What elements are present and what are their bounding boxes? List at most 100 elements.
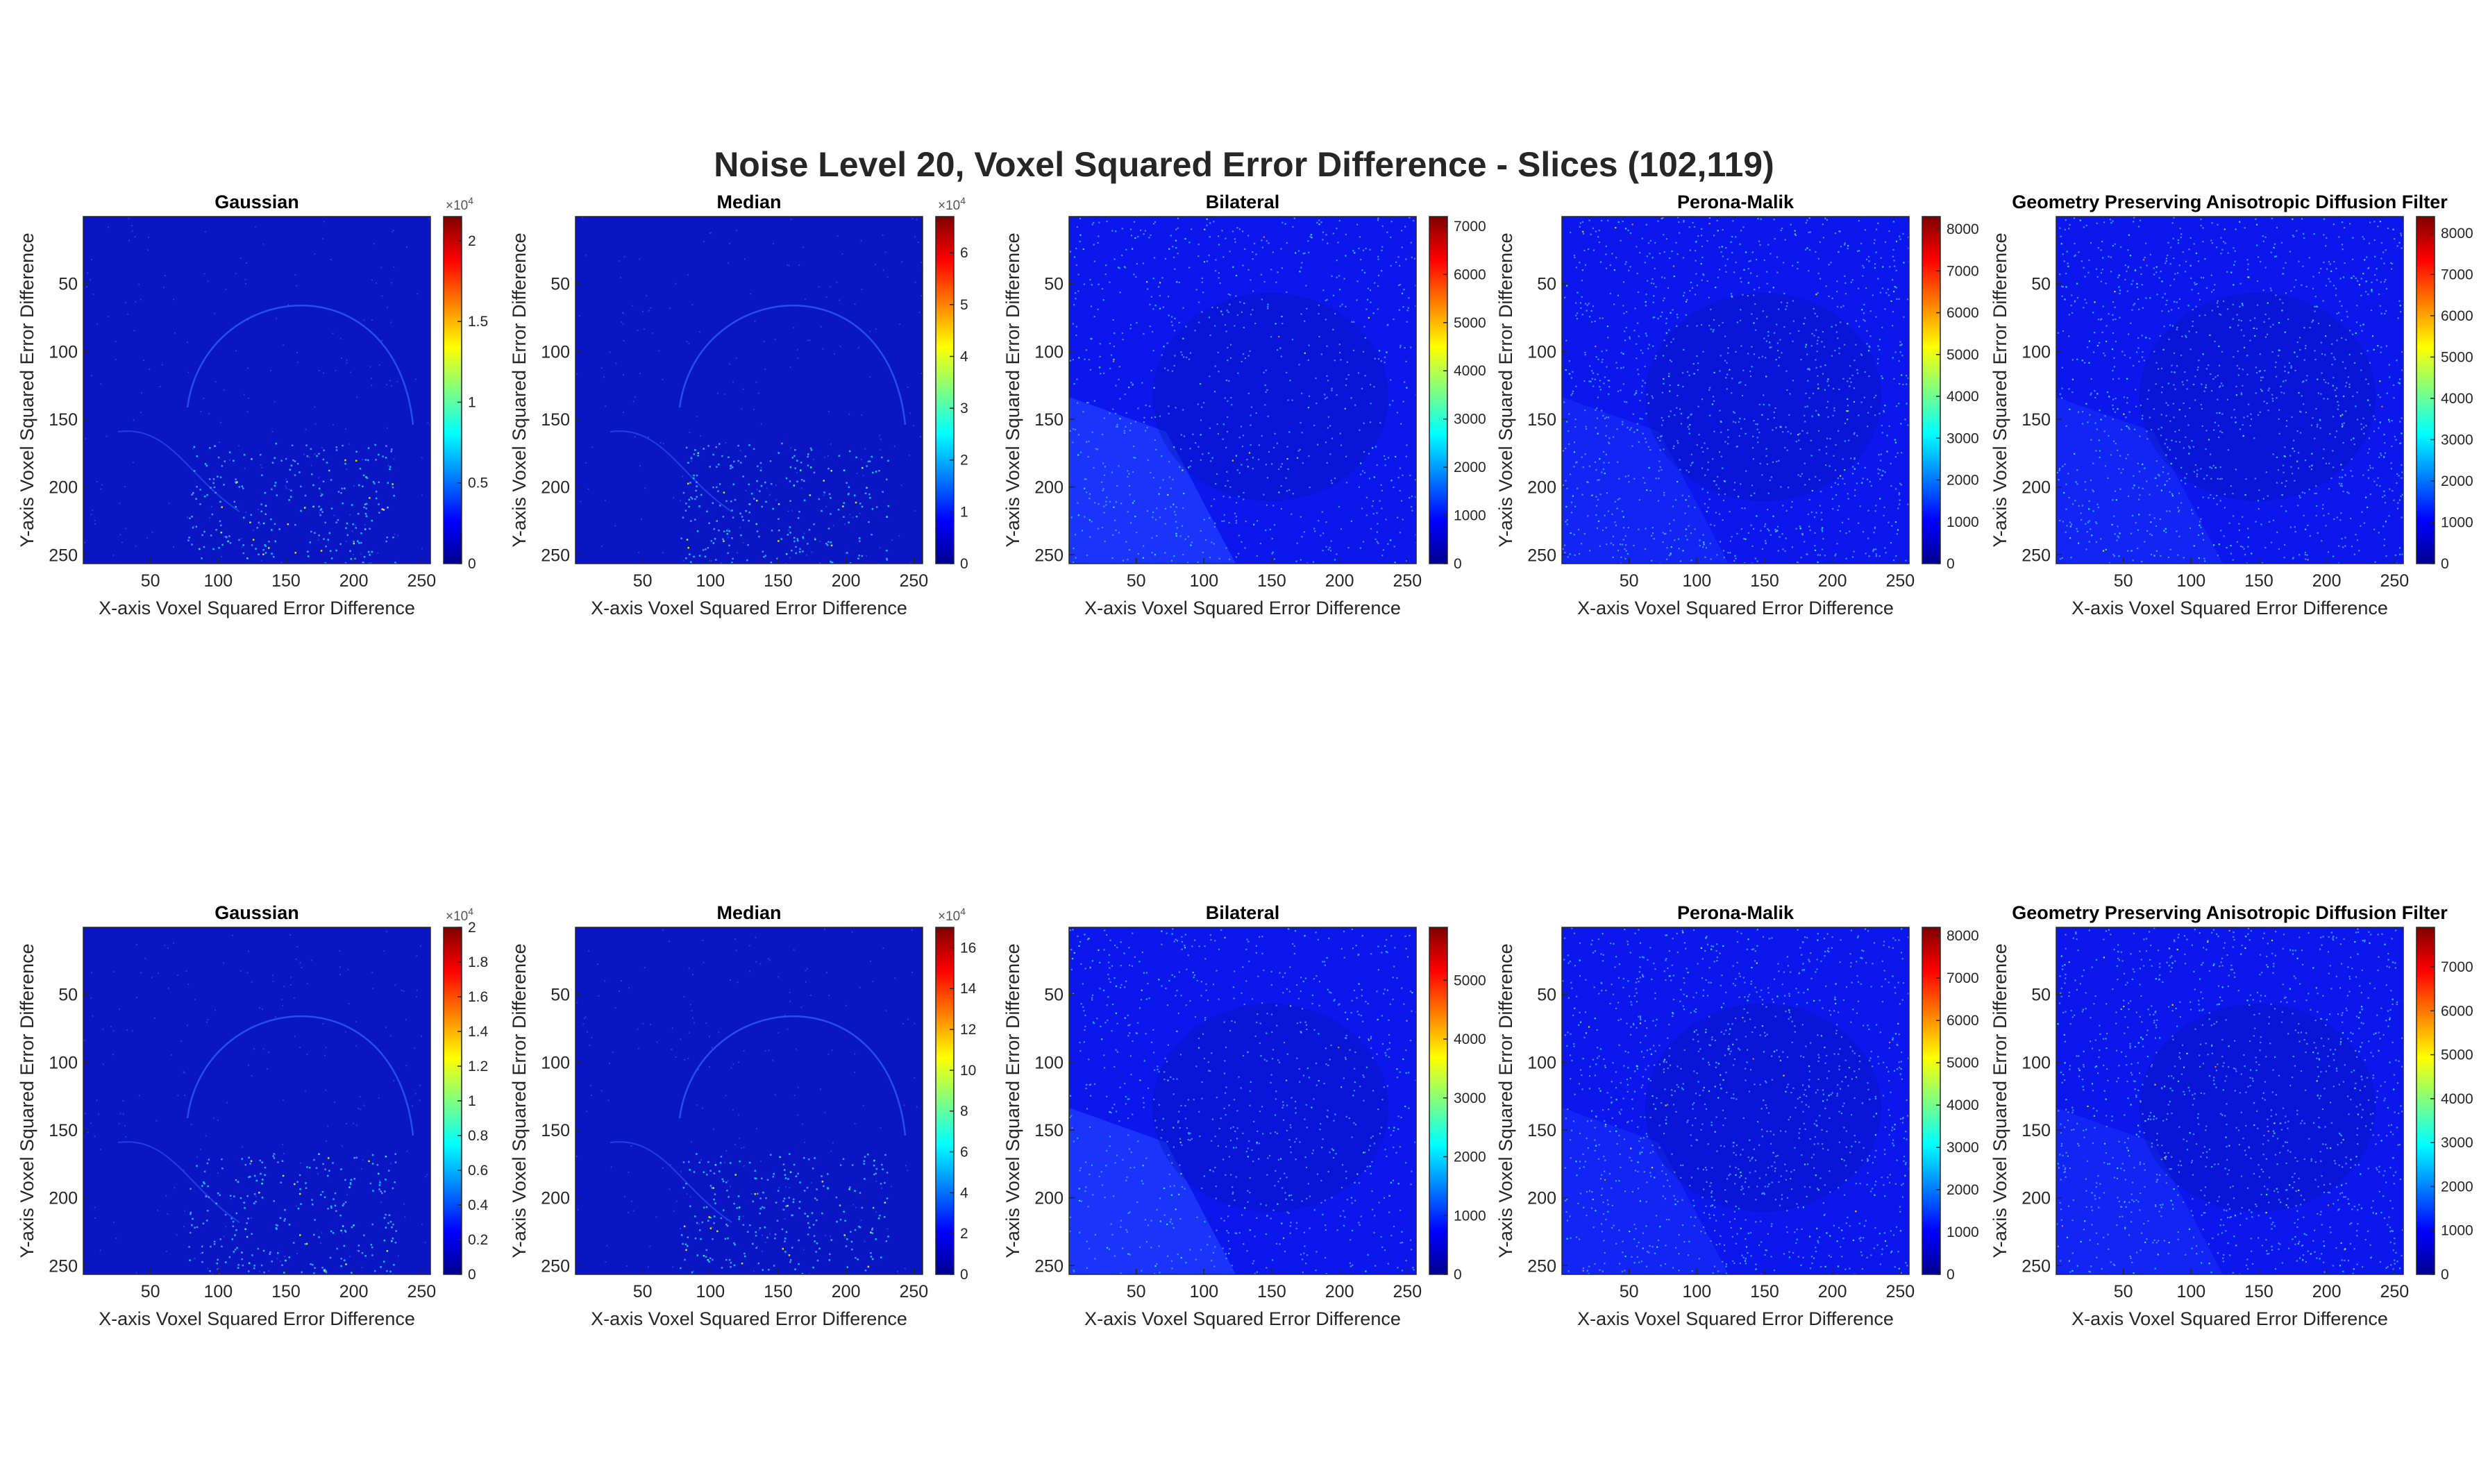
- panel-title: Bilateral: [1206, 192, 1280, 212]
- x-tick-label: 100: [1682, 1282, 1711, 1301]
- colorbar-tick-label: 0: [960, 556, 968, 572]
- x-tick-label: 250: [899, 571, 928, 591]
- colorbar-tick-label: 3000: [2441, 1135, 2473, 1151]
- colorbar-tick-label: 1.2: [468, 1059, 488, 1074]
- x-axis-label: X-axis Voxel Squared Error Difference: [1577, 1308, 1894, 1329]
- heatmap-image: [83, 217, 430, 564]
- colorbar-tick-label: 5: [960, 297, 968, 313]
- colorbar-tick-label: 8: [960, 1104, 968, 1120]
- axes-frame: [575, 927, 923, 1275]
- colorbar-exponent: ×104: [938, 906, 966, 924]
- heatmap-image: [575, 217, 923, 564]
- panel-title: Geometry Preserving Anisotropic Diffusio…: [2012, 902, 2448, 923]
- x-tick-label: 200: [1325, 571, 1354, 591]
- heatmap-texture: [1069, 928, 1416, 1274]
- y-tick-label: 250: [541, 546, 570, 565]
- x-tick-label: 250: [1885, 571, 1915, 591]
- colorbar-tick-label: 7000: [2441, 959, 2473, 975]
- colorbar-frame: [2416, 927, 2435, 1275]
- colorbar-tick-label: 0: [1454, 556, 1462, 572]
- y-axis-label: Y-axis Voxel Squared Error Difference: [509, 943, 530, 1258]
- colorbar-tick-label: 3000: [1454, 412, 1486, 428]
- y-tick-label: 50: [550, 275, 570, 294]
- y-tick-label: 150: [541, 1121, 570, 1140]
- y-axis-label: Y-axis Voxel Squared Error Difference: [1002, 943, 1023, 1258]
- colorbar-tick-label: 5000: [1454, 972, 1486, 988]
- colorbar-tick-label: 5000: [1947, 347, 1979, 363]
- colorbar-tick-label: 7000: [2441, 267, 2473, 283]
- colorbar-tick-label: 2: [960, 1226, 968, 1242]
- y-tick-label: 250: [49, 546, 78, 565]
- colorbar-tick-label: 4000: [1454, 363, 1486, 379]
- y-tick-label: 250: [1034, 546, 1064, 565]
- x-tick-label: 150: [2244, 571, 2273, 591]
- colorbar-tick-label: 4000: [1947, 1097, 1979, 1113]
- x-tick-label: 50: [2114, 1282, 2133, 1301]
- y-tick-label: 100: [541, 342, 570, 362]
- x-tick-label: 200: [1818, 1282, 1847, 1301]
- colorbar-tick-label: 8000: [2441, 226, 2473, 242]
- panel-gaussian-r2: 50 100 150 200 250 50 100 150 200 250 Gaussian X-ax…: [17, 902, 489, 1329]
- colorbar-tick-label: 0: [1947, 556, 1955, 572]
- colorbar-tick-label: 4000: [1947, 389, 1979, 405]
- y-tick-label: 50: [1537, 986, 1556, 1005]
- y-tick-label: 100: [2022, 342, 2051, 362]
- colorbar-exponent: ×104: [938, 195, 966, 213]
- x-tick-label: 200: [1325, 1282, 1354, 1301]
- x-tick-label: 100: [203, 1282, 233, 1301]
- colorbar-tick-label: 1.4: [468, 1024, 489, 1040]
- y-axis-label: Y-axis Voxel Squared Error Difference: [509, 233, 530, 547]
- colorbar-tick-label: 7000: [1947, 263, 1979, 279]
- heatmap-texture: [83, 931, 430, 1274]
- x-tick-label: 100: [203, 571, 233, 591]
- colorbar-tick-label: 2: [468, 920, 476, 936]
- colorbar-tick-label: 0.2: [468, 1232, 488, 1248]
- y-tick-label: 150: [2022, 1121, 2051, 1140]
- x-tick-label: 100: [1682, 571, 1711, 591]
- colorbar-tick-label: 6000: [2441, 308, 2473, 324]
- colorbar-tick-label: 0: [1454, 1267, 1462, 1283]
- colorbar: [1922, 927, 1940, 1274]
- x-tick-label: 150: [2244, 1282, 2273, 1301]
- x-tick-label: 250: [1885, 1282, 1915, 1301]
- y-tick-label: 150: [541, 410, 570, 430]
- x-tick-label: 50: [141, 571, 160, 591]
- x-tick-label: 250: [1393, 1282, 1422, 1301]
- x-tick-label: 50: [1127, 1282, 1146, 1301]
- colorbar-tick-label: 7000: [1454, 219, 1486, 235]
- heatmap-texture: [576, 217, 923, 564]
- heatmap-texture: [576, 928, 918, 1274]
- colorbar: [936, 217, 954, 564]
- axes-frame: [83, 927, 431, 1275]
- y-tick-label: 50: [1537, 275, 1556, 294]
- x-axis-label: X-axis Voxel Squared Error Difference: [591, 598, 907, 618]
- colorbar-tick-label: 1000: [1947, 1224, 1979, 1240]
- colorbar-tick-label: 5000: [2441, 1047, 2473, 1063]
- y-tick-label: 200: [49, 1189, 78, 1208]
- y-tick-label: 100: [1034, 342, 1064, 362]
- colorbar-exponent: ×104: [446, 906, 473, 924]
- x-tick-label: 150: [271, 571, 301, 591]
- axes-frame: [1561, 927, 1910, 1275]
- colorbar: [1922, 217, 1940, 564]
- y-tick-label: 250: [1527, 546, 1556, 565]
- y-axis-label: Y-axis Voxel Squared Error Difference: [1495, 233, 1516, 547]
- x-tick-label: 150: [1257, 1282, 1286, 1301]
- x-tick-label: 250: [2380, 1282, 2409, 1301]
- colorbar-tick-label: 4000: [1454, 1031, 1486, 1047]
- x-tick-label: 150: [1257, 571, 1286, 591]
- colorbar-tick-label: 0.4: [468, 1197, 489, 1213]
- colorbar-tick-label: 0: [2441, 556, 2449, 572]
- colorbar-tick-label: 6000: [1947, 1013, 1979, 1029]
- colorbar-tick-label: 1.6: [468, 989, 488, 1005]
- colorbar-tick-label: 5000: [1454, 315, 1486, 331]
- colorbar-tick-label: 2000: [1454, 459, 1486, 475]
- panel-title: Gaussian: [215, 192, 299, 212]
- y-tick-label: 250: [1034, 1256, 1064, 1276]
- colorbar-tick-label: 8000: [1947, 221, 1979, 237]
- y-tick-label: 50: [58, 275, 78, 294]
- y-tick-label: 50: [2031, 986, 2051, 1005]
- colorbar-tick-label: 16: [960, 940, 976, 956]
- colorbar-tick-label: 2: [960, 453, 968, 469]
